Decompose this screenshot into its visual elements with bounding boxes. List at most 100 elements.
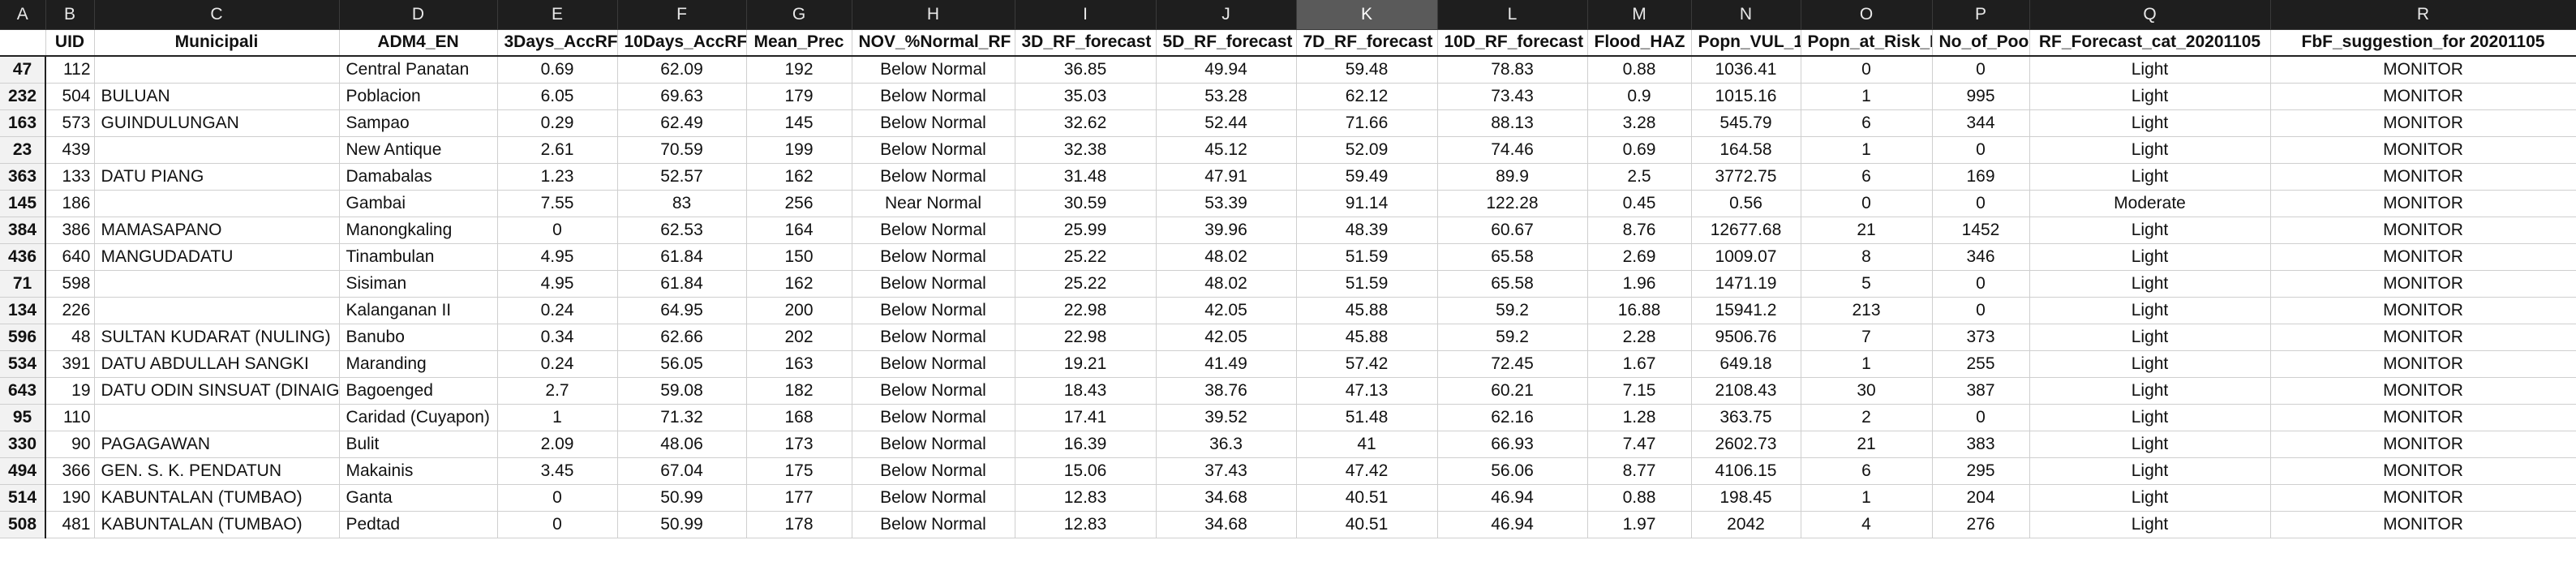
table-cell[interactable]: Light [2029,377,2271,405]
table-cell[interactable] [94,56,340,84]
table-cell[interactable]: 22.98 [1015,297,1157,324]
table-cell[interactable]: 192 [746,56,852,84]
table-cell[interactable]: PAGAGAWAN [94,431,340,458]
table-cell[interactable]: 30 [1801,377,1933,405]
table-cell[interactable]: 62.16 [1437,404,1588,431]
table-cell[interactable] [94,297,340,324]
table-cell[interactable]: Below Normal [852,511,1015,538]
table-cell[interactable]: 65.58 [1437,243,1588,271]
table-cell[interactable]: 177 [746,484,852,512]
row-number[interactable]: 384 [0,217,46,244]
table-cell[interactable]: 30.59 [1015,190,1157,217]
table-cell[interactable]: 25.22 [1015,243,1157,271]
table-cell[interactable]: 2.61 [497,136,618,164]
table-cell[interactable]: 0 [497,484,618,512]
table-cell[interactable]: 3.45 [497,457,618,485]
table-cell[interactable]: 7.15 [1587,377,1692,405]
table-cell[interactable]: 169 [1932,163,2030,191]
column-header[interactable]: ADM4_EN [339,29,498,57]
table-cell[interactable]: Below Normal [852,297,1015,324]
table-cell[interactable]: 6.05 [497,83,618,110]
table-cell[interactable]: 150 [746,243,852,271]
table-cell[interactable]: 0 [1932,404,2030,431]
table-cell[interactable]: 45.12 [1156,136,1297,164]
table-cell[interactable]: 8 [1801,243,1933,271]
table-cell[interactable]: Pedtad [339,511,498,538]
column-header[interactable]: RF_Forecast_cat_20201105 [2029,29,2271,57]
table-cell[interactable]: 50.99 [617,511,747,538]
table-cell[interactable]: 0.69 [497,56,618,84]
column-letter-j[interactable]: J [1156,0,1297,30]
table-cell[interactable]: 61.84 [617,243,747,271]
table-cell[interactable]: 39.52 [1156,404,1297,431]
table-cell[interactable]: BULUAN [94,83,340,110]
table-cell[interactable]: 1015.16 [1691,83,1801,110]
table-cell[interactable]: 15.06 [1015,457,1157,485]
column-header[interactable]: 5D_RF_forecast [1156,29,1297,57]
table-cell[interactable]: MONITOR [2270,324,2576,351]
table-cell[interactable]: MONITOR [2270,297,2576,324]
table-cell[interactable]: 995 [1932,83,2030,110]
table-cell[interactable]: Light [2029,136,2271,164]
table-cell[interactable]: 47.42 [1296,457,1438,485]
table-cell[interactable]: 89.9 [1437,163,1588,191]
table-cell[interactable]: GUINDULUNGAN [94,109,340,137]
table-cell[interactable]: 62.09 [617,56,747,84]
table-cell[interactable]: 52.44 [1156,109,1297,137]
row-number[interactable]: 534 [0,350,46,378]
table-cell[interactable]: 4 [1801,511,1933,538]
table-cell[interactable]: Bagoenged [339,377,498,405]
table-cell[interactable]: Caridad (Cuyapon) [339,404,498,431]
table-cell[interactable]: 175 [746,457,852,485]
table-cell[interactable]: 0 [1932,190,2030,217]
table-cell[interactable]: 179 [746,83,852,110]
table-cell[interactable]: Light [2029,457,2271,485]
table-cell[interactable]: 51.48 [1296,404,1438,431]
row-number[interactable]: 95 [0,404,46,431]
table-cell[interactable]: Poblacion [339,83,498,110]
table-cell[interactable]: 73.43 [1437,83,1588,110]
table-cell[interactable]: 88.13 [1437,109,1588,137]
table-cell[interactable]: 12677.68 [1691,217,1801,244]
table-cell[interactable]: MONITOR [2270,83,2576,110]
table-cell[interactable]: 60.67 [1437,217,1588,244]
table-cell[interactable]: 168 [746,404,852,431]
table-cell[interactable]: 0 [497,511,618,538]
table-cell[interactable]: Below Normal [852,484,1015,512]
column-header[interactable]: FbF_suggestion_for 20201105 [2270,29,2576,57]
table-cell[interactable]: 0.69 [1587,136,1692,164]
table-cell[interactable]: 1.96 [1587,270,1692,298]
table-cell[interactable]: 47.13 [1296,377,1438,405]
table-cell[interactable]: Below Normal [852,243,1015,271]
table-cell[interactable]: 1452 [1932,217,2030,244]
table-cell[interactable]: 5 [1801,270,1933,298]
table-cell[interactable]: 545.79 [1691,109,1801,137]
table-cell[interactable]: Banubo [339,324,498,351]
table-cell[interactable]: 59.49 [1296,163,1438,191]
table-cell[interactable]: 276 [1932,511,2030,538]
column-letter-r[interactable]: R [2270,0,2576,30]
table-cell[interactable]: 36.85 [1015,56,1157,84]
table-cell[interactable]: Below Normal [852,457,1015,485]
table-cell[interactable]: MONITOR [2270,457,2576,485]
table-cell[interactable]: 387 [1932,377,2030,405]
table-cell[interactable]: 202 [746,324,852,351]
table-cell[interactable]: 51.59 [1296,270,1438,298]
column-letter-q[interactable]: Q [2029,0,2271,30]
row-number[interactable]: 363 [0,163,46,191]
table-cell[interactable]: Sisiman [339,270,498,298]
table-cell[interactable]: 21 [1801,217,1933,244]
column-letter-a[interactable]: A [0,0,46,30]
table-cell[interactable]: 62.66 [617,324,747,351]
table-cell[interactable]: 162 [746,163,852,191]
table-cell[interactable]: Makainis [339,457,498,485]
table-cell[interactable]: 6 [1801,457,1933,485]
table-cell[interactable]: 198.45 [1691,484,1801,512]
row-number[interactable]: 436 [0,243,46,271]
column-letter-n[interactable]: N [1691,0,1801,30]
table-cell[interactable]: Light [2029,431,2271,458]
table-cell[interactable]: MONITOR [2270,243,2576,271]
table-cell[interactable]: 0.29 [497,109,618,137]
column-letter-k[interactable]: K [1296,0,1438,30]
row-number[interactable]: 134 [0,297,46,324]
